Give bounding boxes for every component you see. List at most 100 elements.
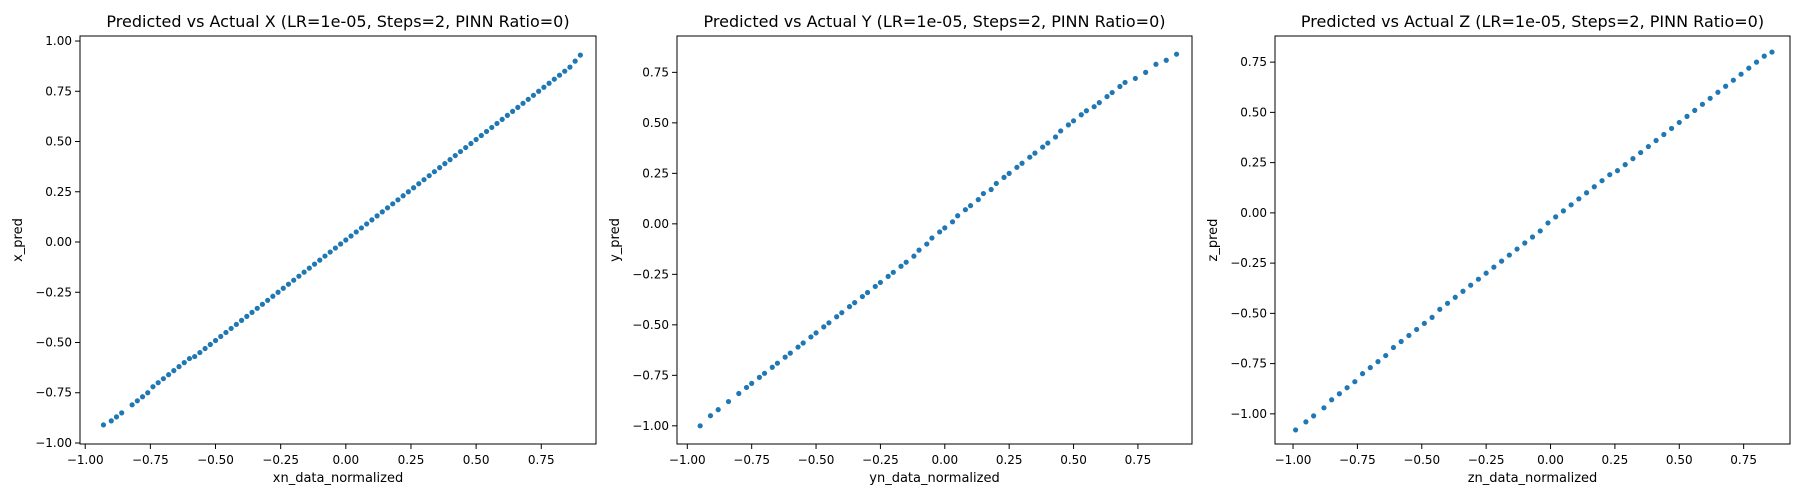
data-point [1040, 144, 1046, 150]
data-point [520, 100, 526, 106]
x-axis-label: yn_data_normalized [869, 471, 999, 486]
data-point [374, 213, 380, 219]
data-point [510, 108, 516, 114]
data-point [280, 285, 286, 291]
data-point [218, 333, 224, 340]
x-tick-label: −0.50 [798, 453, 835, 467]
data-point [1014, 164, 1020, 170]
data-point [916, 247, 922, 253]
data-point [306, 265, 312, 271]
data-point [1522, 240, 1528, 246]
data-point [1027, 154, 1033, 160]
y-tick-label: 0.25 [1240, 156, 1267, 170]
data-point [1692, 107, 1698, 113]
data-point [1163, 57, 1169, 63]
x-tick-label: −1.00 [669, 453, 706, 467]
data-point [494, 120, 500, 127]
data-point [1761, 53, 1767, 59]
data-point [872, 283, 878, 290]
data-point [577, 52, 583, 58]
data-point [1070, 118, 1077, 124]
data-point [155, 380, 161, 386]
data-point [1614, 168, 1621, 174]
data-point [1083, 108, 1090, 114]
data-point [572, 58, 578, 64]
data-point [1352, 379, 1358, 385]
data-point [541, 84, 547, 90]
data-point [551, 76, 557, 82]
data-point [924, 241, 930, 247]
x-tick-label: −0.25 [862, 453, 899, 467]
data-point [311, 261, 318, 267]
x-tick-label: 0.75 [1125, 453, 1152, 467]
data-point [1078, 112, 1084, 118]
data-point [139, 394, 146, 400]
data-point [265, 297, 271, 303]
data-point [317, 257, 323, 263]
data-point [270, 293, 276, 299]
data-point [890, 269, 896, 275]
data-point [416, 181, 422, 187]
x-tick-label: −0.50 [197, 453, 234, 467]
data-point [1645, 143, 1651, 150]
data-point [707, 413, 714, 419]
data-point [1730, 77, 1736, 83]
data-point [150, 384, 156, 390]
data-point [113, 414, 120, 420]
x-tick-label: 0.50 [463, 453, 490, 467]
data-point [447, 157, 453, 163]
chart-title: Predicted vs Actual Z (LR=1e-05, Steps=2… [1301, 12, 1764, 31]
x-axis-label: xn_data_normalized [273, 471, 403, 486]
data-point [431, 169, 438, 175]
data-point [489, 124, 495, 131]
data-point [1153, 61, 1159, 67]
data-point [322, 253, 328, 259]
data-point [452, 152, 458, 159]
data-point [212, 337, 219, 344]
data-point [379, 209, 385, 215]
data-point [1583, 190, 1590, 196]
data-point [1311, 413, 1317, 419]
data-point [967, 203, 974, 209]
data-point [1421, 320, 1427, 327]
y-tick-label: −0.50 [35, 336, 72, 350]
y-tick-label: 0.75 [45, 84, 72, 98]
data-point [160, 376, 166, 382]
data-point [1329, 397, 1335, 403]
data-point [743, 384, 750, 391]
data-point [1707, 95, 1713, 101]
data-point [1638, 149, 1644, 156]
data-point [1398, 338, 1404, 345]
data-point [525, 96, 531, 102]
data-point [839, 310, 845, 316]
data-point [285, 281, 292, 287]
data-point [129, 402, 135, 408]
data-point [228, 325, 234, 332]
chart-title: Predicted vs Actual X (LR=1e-05, Steps=2… [106, 12, 569, 31]
data-point [301, 269, 307, 275]
data-point [515, 104, 521, 110]
data-point [1109, 89, 1115, 96]
data-point [725, 398, 732, 405]
data-point [1499, 258, 1505, 264]
data-point [384, 205, 391, 211]
data-point [826, 320, 832, 326]
data-point [426, 173, 432, 179]
data-point [1096, 100, 1102, 106]
data-point [697, 423, 703, 429]
x-tick-label: −0.75 [1339, 453, 1376, 467]
data-point [1468, 282, 1474, 288]
data-point [1483, 270, 1489, 276]
data-point [1058, 128, 1064, 134]
subplot-0: −1.00 −0.75 −0.50 −0.25 0.00 0.25 0.50 0.75 −1.0… [11, 12, 597, 486]
data-point [761, 370, 768, 376]
data-point [769, 364, 775, 370]
data-point [1006, 170, 1012, 176]
subplot-1: −1.00 −0.75 −0.50 −0.25 0.00 0.25 0.50 0.75 −1.0… [608, 12, 1193, 486]
data-point [1052, 134, 1059, 140]
y-tick-label: −1.00 [35, 436, 72, 450]
data-point [1506, 252, 1512, 258]
data-point [1032, 150, 1038, 156]
x-tick-label: 0.75 [528, 453, 555, 467]
data-point [100, 422, 107, 428]
